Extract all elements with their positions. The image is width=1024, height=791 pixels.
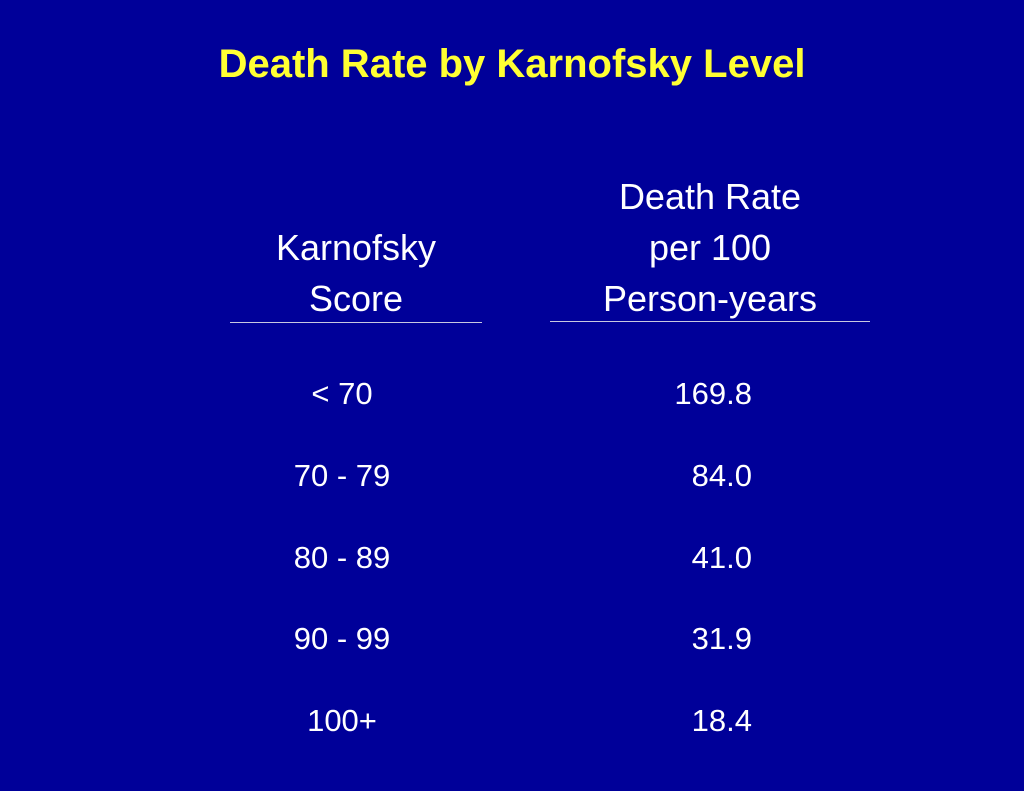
- death-rate-cell: 31.9: [691, 621, 752, 656]
- death-rate-cell: 41.0: [691, 540, 752, 575]
- death-rate-cell: 18.4: [691, 703, 752, 738]
- column-header-karnofsky-score: Karnofsky Score: [230, 222, 482, 324]
- death-rate-cell: 84.0: [691, 458, 752, 493]
- column-header-line: Death Rate: [618, 176, 802, 217]
- header-underline-score: [230, 322, 482, 323]
- column-header-line: per 100: [648, 227, 772, 268]
- karnofsky-score-cell: 80 - 89: [293, 540, 391, 575]
- karnofsky-score-cell: < 70: [311, 376, 373, 411]
- column-header-line: Score: [308, 278, 404, 319]
- karnofsky-score-cell: 90 - 99: [293, 621, 391, 656]
- slide-title: Death Rate by Karnofsky Level: [218, 42, 806, 86]
- death-rate-cell: 169.8: [674, 376, 752, 411]
- karnofsky-score-cell: 100+: [307, 703, 377, 738]
- header-underline-rate: [550, 321, 870, 322]
- column-header-death-rate: Death Rate per 100 Person-years: [550, 171, 870, 324]
- karnofsky-score-cell: 70 - 79: [293, 458, 391, 493]
- column-header-line: Karnofsky: [275, 227, 437, 268]
- column-header-line: Person-years: [602, 278, 818, 319]
